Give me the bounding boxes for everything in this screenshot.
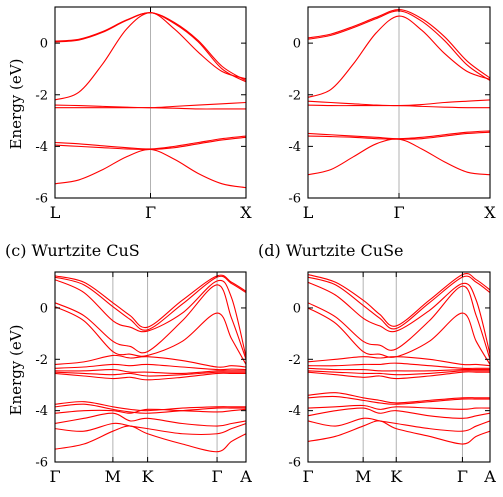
k-point-label: L — [50, 203, 61, 222]
band-line-10 — [308, 371, 490, 380]
y-tick-label: 0 — [293, 37, 301, 52]
y-axis-label-bottom: Energy (eV) — [7, 325, 25, 416]
y-tick-label: -2 — [35, 353, 48, 368]
panel-1: 0 -2 -4 -6L Γ X — [35, 6, 252, 222]
y-tick-label: 0 — [293, 301, 301, 316]
band-line-3 — [308, 281, 490, 355]
band-line-12 — [308, 395, 490, 405]
y-tick-label: -6 — [288, 192, 301, 207]
band-line-5 — [55, 107, 246, 110]
y-tick-label: 0 — [40, 37, 48, 52]
y-tick-label: -4 — [35, 404, 48, 419]
y-tick-label: -4 — [35, 140, 48, 155]
band-line-15 — [55, 422, 246, 435]
y-tick-label: -2 — [288, 88, 301, 103]
band-line-4 — [308, 285, 490, 360]
k-point-label: Γ — [302, 467, 313, 486]
band-line-3 — [55, 279, 246, 357]
panels: 0-2-4-6L Γ X0-2-4-6L Γ X0-2-4-6Γ M K Γ A0-2-4-6Γ… — [35, 6, 496, 486]
k-point-label: Γ — [393, 203, 404, 222]
band-line-13 — [55, 408, 246, 414]
bands — [308, 273, 490, 445]
band-line-13 — [308, 404, 490, 410]
y-tick-label: -2 — [288, 353, 301, 368]
k-point-label: Γ — [145, 203, 156, 222]
y-axis-label-top: Energy (eV) — [7, 59, 25, 150]
bands — [55, 274, 246, 453]
band-line-2 — [55, 275, 246, 331]
panel-c-title: (c) Wurtzite CuS — [5, 241, 140, 260]
band-line-3 — [308, 15, 490, 98]
band-line-11 — [55, 401, 246, 412]
k-point-label: Γ — [212, 467, 223, 486]
band-line-9 — [55, 371, 246, 377]
band-line-8 — [55, 148, 246, 189]
panel-d-title: (d) Wurtzite CuSe — [258, 241, 404, 260]
k-point-label: X — [240, 203, 252, 222]
band-line-7 — [55, 363, 246, 371]
band-line-8 — [308, 138, 490, 176]
band-line-14 — [55, 412, 246, 427]
y-tick-label: -6 — [288, 456, 301, 471]
k-point-label: M — [355, 467, 371, 486]
band-line-5 — [55, 306, 246, 365]
y-tick-label: -4 — [288, 140, 301, 155]
k-point-label: X — [484, 203, 496, 222]
k-point-label: K — [390, 467, 403, 486]
k-point-label: Γ — [49, 467, 60, 486]
band-line-9 — [308, 370, 490, 376]
y-tick-label: 0 — [40, 301, 48, 316]
band-line-16 — [55, 425, 246, 453]
k-point-label: A — [483, 467, 496, 486]
band-line-3 — [55, 12, 246, 101]
plot-frame — [307, 271, 491, 463]
band-line-10 — [55, 372, 246, 381]
panel-3: 0-2-4-6Γ M K Γ A — [35, 271, 252, 486]
panel-4: 0-2-4-6Γ M K Γ A — [288, 271, 496, 486]
band-line-4 — [55, 284, 246, 360]
band-line-12 — [55, 403, 246, 414]
band-line-5 — [308, 104, 490, 109]
k-point-label: K — [142, 467, 155, 486]
band-line-16 — [308, 420, 490, 445]
k-point-label: L — [303, 203, 314, 222]
band-line-8 — [308, 367, 490, 372]
panel-2: 0 -2 -4 -6L Γ X — [288, 6, 496, 222]
y-tick-label: -2 — [35, 88, 48, 103]
k-point-label: A — [239, 467, 252, 486]
plot-frame — [54, 271, 247, 463]
y-tick-label: -6 — [35, 456, 48, 471]
bands — [55, 12, 246, 189]
y-tick-label: -6 — [35, 192, 48, 207]
band-line-6 — [308, 356, 490, 367]
band-line-11 — [308, 392, 490, 404]
k-point-label: M — [105, 467, 121, 486]
y-tick-label: -4 — [288, 404, 301, 419]
band-line-7 — [308, 362, 490, 370]
k-point-label: Γ — [457, 467, 468, 486]
band-line-8 — [55, 369, 246, 374]
band-line-1 — [55, 274, 246, 329]
band-line-14 — [308, 407, 490, 419]
band-line-15 — [308, 417, 490, 432]
band-line-2 — [308, 275, 490, 330]
band-line-6 — [55, 354, 246, 368]
band-line-1 — [308, 273, 490, 327]
